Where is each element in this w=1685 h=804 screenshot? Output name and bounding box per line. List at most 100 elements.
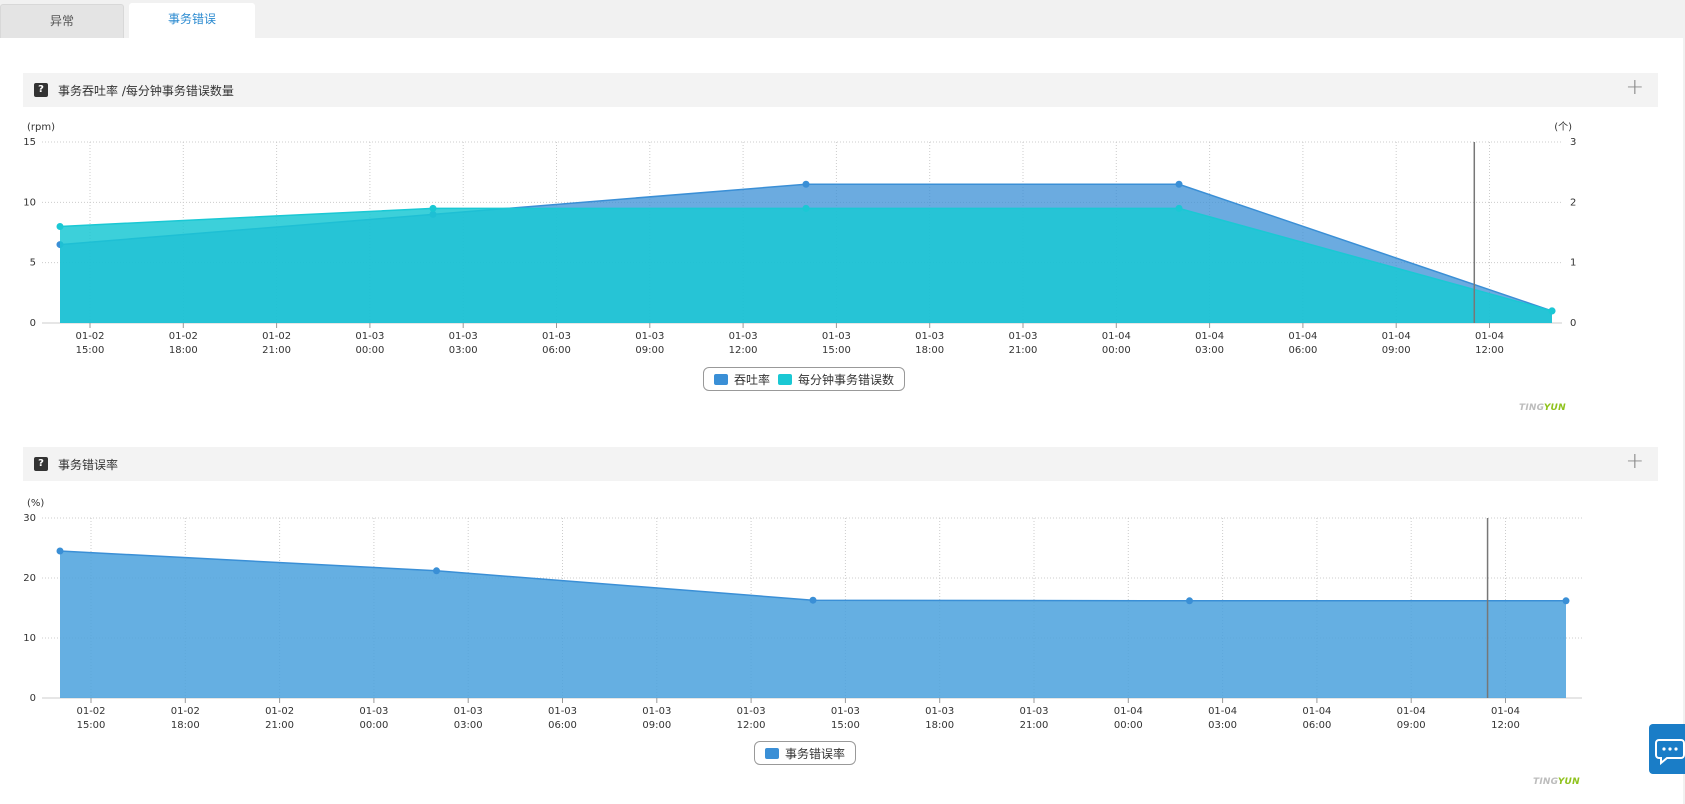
y-tick-label-left: 10 [23,197,36,208]
x-tick-label-date: 01-04 [1491,706,1520,717]
x-tick-label-time: 00:00 [359,720,388,731]
y-tick-label-left: 5 [30,258,36,269]
data-point [1186,597,1193,605]
series-area-0 [60,551,1566,698]
legend-item-error-rate[interactable]: 事务错误率 [765,745,845,762]
x-tick-label-date: 01-04 [1208,706,1237,717]
y-tick-label-left: 0 [30,693,36,704]
series-area-1 [60,208,1552,323]
legend-swatch [778,373,793,385]
data-point [1175,180,1183,188]
brand-logo: TINGYUN [1519,403,1566,413]
help-icon[interactable]: ? [34,457,48,471]
x-tick-label-date: 01-02 [76,706,105,717]
x-tick-label-time: 09:00 [1397,720,1426,731]
x-tick-label-date: 01-03 [454,706,483,717]
legend-label: 每分钟事务错误数 [798,372,895,387]
x-tick-label-time: 00:00 [1114,720,1143,731]
panel-title-throughput: 事务吞吐率 /每分钟事务错误数量 [58,84,234,98]
x-tick-label-time: 18:00 [169,345,198,356]
x-tick-label-time: 21:00 [1020,720,1049,731]
panel-header-throughput: ? 事务吞吐率 /每分钟事务错误数量 + [23,73,1658,107]
x-tick-label-date: 01-02 [265,706,294,717]
y-tick-label-left: 0 [30,318,36,329]
data-point [433,567,440,575]
x-tick-label-time: 15:00 [822,345,851,356]
chart-0-group: 0 5 10 15 0 1 2 3 (rpm) (个) 01-02 15:00 01-02 18:00 01… [23,121,1576,356]
x-tick-label-time: 03:00 [449,345,478,356]
y-tick-label-left: 10 [23,633,36,644]
x-tick-label-time: 21:00 [262,345,291,356]
x-tick-label-time: 03:00 [1195,345,1224,356]
plus-icon[interactable]: + [1625,75,1644,100]
x-tick-label-time: 12:00 [729,345,758,356]
panel-title-error-rate: 事务错误率 [58,458,119,472]
x-tick-label-date: 01-02 [169,331,198,342]
y-axis-label-left: (%) [27,498,44,509]
x-tick-label-date: 01-04 [1397,706,1426,717]
x-tick-label-time: 21:00 [1009,345,1038,356]
x-tick-label-time: 15:00 [77,720,106,731]
y-tick-label-left: 15 [23,137,36,148]
x-tick-label-time: 15:00 [831,720,860,731]
x-tick-label-time: 12:00 [1475,345,1504,356]
x-tick-label-time: 12:00 [737,720,766,731]
x-tick-label-date: 01-03 [729,331,758,342]
x-tick-label-time: 21:00 [265,720,294,731]
x-tick-label-date: 01-03 [542,331,571,342]
data-point [802,180,810,188]
help-icon[interactable]: ? [34,83,48,97]
x-tick-label-time: 03:00 [1208,720,1237,731]
chat-button[interactable] [1649,724,1685,774]
x-tick-label-time: 06:00 [1288,345,1317,356]
data-point [429,204,437,212]
y-tick-label-right: 0 [1570,318,1576,329]
x-tick-label-date: 01-03 [737,706,766,717]
x-tick-label-date: 01-04 [1195,331,1224,342]
legend-throughput: 吞吐率 每分钟事务错误数 [703,367,906,391]
data-point [1548,307,1556,315]
y-tick-label-left: 20 [23,573,36,584]
x-tick-label-date: 01-04 [1114,706,1143,717]
legend-error-rate: 事务错误率 [754,741,857,765]
legend-label: 事务错误率 [785,746,846,761]
chat-bubble-icon [1655,739,1685,766]
x-tick-label-time: 18:00 [915,345,944,356]
x-tick-label-date: 01-03 [822,331,851,342]
x-tick-label-time: 15:00 [76,345,105,356]
x-tick-label-time: 12:00 [1491,720,1520,731]
x-tick-label-date: 01-04 [1102,331,1131,342]
x-tick-label-time: 09:00 [1382,345,1411,356]
chart-1-group: 0 10 20 30 (%) 01-02 15:00 01-02 18:00 01-02 21:00… [23,498,1582,731]
x-tick-label-date: 01-03 [635,331,664,342]
data-point [1175,204,1183,212]
x-tick-label-date: 01-04 [1382,331,1411,342]
x-tick-label-time: 09:00 [642,720,671,731]
x-tick-label-time: 00:00 [1102,345,1131,356]
x-tick-label-time: 00:00 [355,345,384,356]
data-point [56,547,64,555]
x-tick-label-date: 01-04 [1302,706,1331,717]
data-point [809,596,817,604]
x-tick-label-time: 06:00 [542,345,571,356]
x-tick-label-time: 03:00 [454,720,483,731]
x-tick-label-date: 01-02 [262,331,291,342]
x-tick-label-date: 01-03 [642,706,671,717]
tab-transaction-errors[interactable]: 事务错误 [129,3,255,38]
y-tick-label-right: 3 [1570,137,1576,148]
tab-bar: 异常 事务错误 [0,0,1685,40]
x-tick-label-date: 01-03 [831,706,860,717]
x-tick-label-date: 01-03 [355,331,384,342]
legend-item-errors[interactable]: 每分钟事务错误数 [778,371,894,388]
tab-exceptions[interactable]: 异常 [0,4,124,38]
brand-logo: TINGYUN [1533,777,1580,787]
x-tick-label-date: 01-03 [925,706,954,717]
y-axis-label-right: (个) [1554,121,1572,133]
content-area: ? 事务吞吐率 /每分钟事务错误数量 + 0 5 10 15 0 1 2 3 (rpm) (个) 0… [0,38,1683,804]
panel-header-error-rate: ? 事务错误率 + [23,447,1658,481]
y-tick-label-right: 2 [1570,197,1576,208]
plus-icon[interactable]: + [1625,449,1644,474]
x-tick-label-time: 18:00 [171,720,200,731]
legend-item-throughput[interactable]: 吞吐率 [714,371,770,388]
